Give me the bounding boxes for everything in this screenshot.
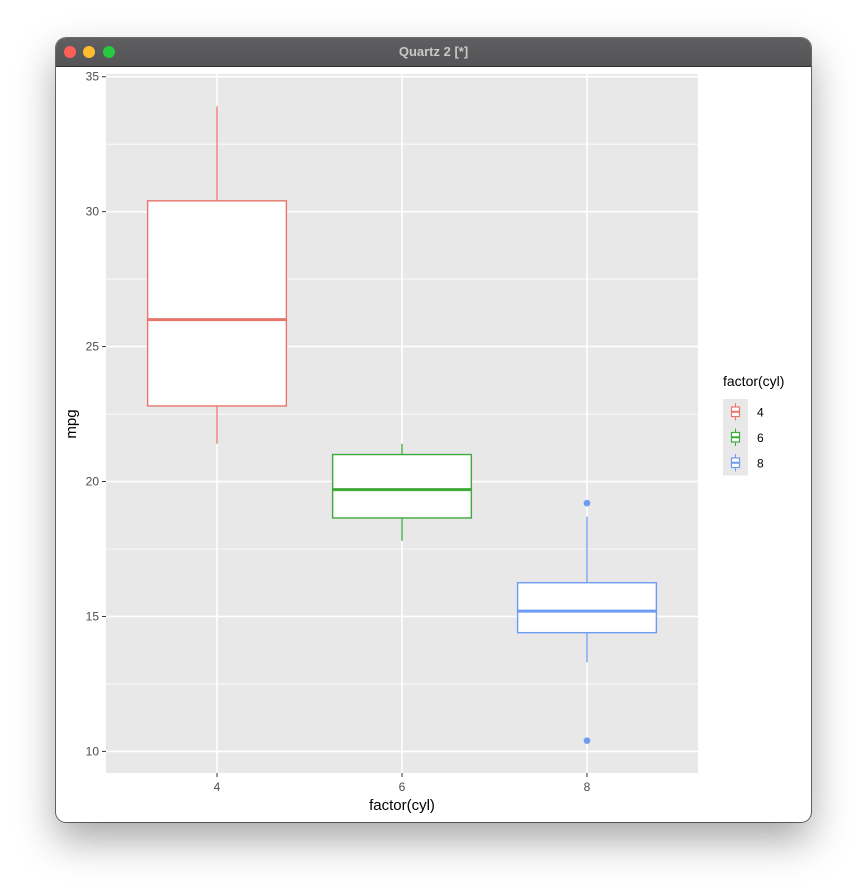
y-tick-label: 20 — [86, 475, 100, 489]
y-axis: 10 15 20 25 30 35 — [86, 70, 106, 758]
y-tick-label: 30 — [86, 205, 100, 219]
x-tick-label: 8 — [584, 780, 591, 794]
title-bar[interactable]: Quartz 2 [*] — [56, 38, 811, 67]
outlier-point — [583, 737, 591, 744]
close-window-button[interactable] — [64, 46, 76, 58]
iqr-box — [146, 200, 288, 407]
legend-label: 6 — [757, 431, 764, 445]
y-axis-title: mpg — [63, 409, 80, 438]
x-tick-label: 4 — [214, 780, 221, 794]
boxplot-6 — [331, 443, 473, 541]
outlier-point — [583, 499, 591, 507]
zoom-window-button[interactable] — [103, 46, 115, 58]
legend-item-4: 4 — [723, 399, 764, 425]
y-tick-label: 15 — [86, 609, 100, 623]
x-axis-title: factor(cyl) — [369, 797, 435, 814]
plot-area: 10 15 20 25 30 35 4 6 8 mpg factor(cyl) factor(… — [56, 66, 811, 822]
y-tick-label: 10 — [86, 744, 100, 758]
iqr-box — [516, 582, 658, 634]
minimize-window-button[interactable] — [83, 46, 95, 58]
boxplot-chart: 10 15 20 25 30 35 4 6 8 mpg factor(cyl) factor(… — [63, 70, 784, 814]
x-tick-label: 6 — [399, 780, 406, 794]
legend-label: 8 — [757, 456, 764, 470]
legend: factor(cyl) 4 6 8 — [723, 373, 784, 476]
y-tick-label: 35 — [86, 70, 100, 84]
legend-item-8: 8 — [723, 450, 764, 476]
legend-label: 4 — [757, 405, 764, 419]
quartz-window: Quartz 2 [*] 10 15 20 25 30 35 4 6 8 mpg factor… — [56, 38, 811, 822]
window-title: Quartz 2 [*] — [398, 44, 469, 59]
iqr-box — [331, 453, 473, 519]
boxplot-8 — [516, 499, 658, 744]
legend-title: factor(cyl) — [723, 373, 784, 389]
boxplot-series — [146, 106, 658, 744]
boxplot-4 — [146, 106, 288, 444]
y-tick-label: 25 — [86, 340, 100, 354]
x-axis: 4 6 8 — [214, 773, 591, 794]
legend-item-6: 6 — [723, 424, 764, 450]
